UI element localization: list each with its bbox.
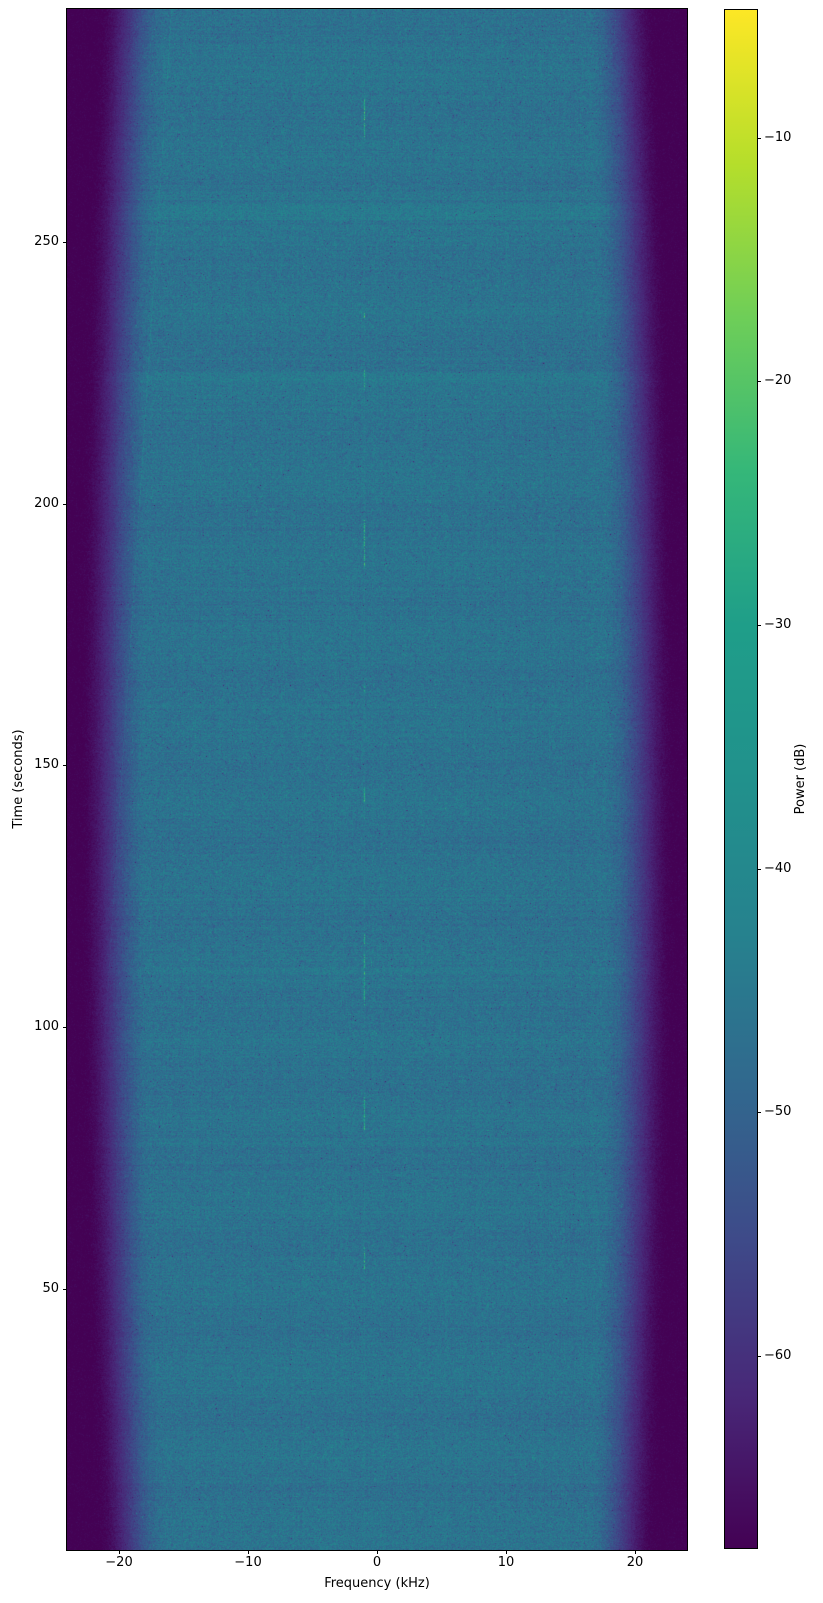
y-tick-mark	[63, 1289, 67, 1290]
x-tick-label: 0	[372, 1555, 382, 1570]
colorbar-tick-mark	[757, 1112, 761, 1113]
x-tick-mark	[248, 1550, 249, 1554]
y-tick-mark	[63, 504, 67, 505]
x-tick-label: −20	[105, 1555, 133, 1570]
colorbar-tick-label: −40	[764, 861, 792, 876]
colorbar-gradient	[725, 10, 757, 1548]
plot-area	[66, 8, 688, 1551]
colorbar-tick-label: −20	[764, 373, 792, 388]
colorbar-tick-label: −50	[764, 1104, 792, 1119]
colorbar-tick-label: −60	[764, 1348, 792, 1363]
x-axis-label: Frequency (kHz)	[324, 1576, 430, 1591]
y-tick-label: 100	[34, 1019, 59, 1034]
colorbar-tick-label: −10	[764, 130, 792, 145]
colorbar-tick-label: −30	[764, 617, 792, 632]
y-tick-label: 250	[34, 234, 59, 249]
x-tick-mark	[635, 1550, 636, 1554]
y-tick-label: 50	[42, 1281, 59, 1296]
x-tick-mark	[119, 1550, 120, 1554]
y-tick-mark	[63, 765, 67, 766]
colorbar	[724, 9, 758, 1549]
y-tick-mark	[63, 242, 67, 243]
y-axis-label: Time (seconds)	[11, 729, 26, 829]
x-tick-label: 10	[497, 1555, 515, 1570]
x-tick-mark	[377, 1550, 378, 1554]
y-tick-mark	[63, 1027, 67, 1028]
x-tick-label: −10	[234, 1555, 262, 1570]
x-tick-label: 20	[626, 1555, 644, 1570]
colorbar-tick-mark	[757, 1356, 761, 1357]
colorbar-tick-mark	[757, 381, 761, 382]
colorbar-label: Power (dB)	[793, 743, 808, 815]
colorbar-tick-mark	[757, 869, 761, 870]
spectrogram-heatmap	[67, 9, 687, 1550]
x-tick-mark	[506, 1550, 507, 1554]
y-tick-label: 200	[34, 496, 59, 511]
colorbar-tick-mark	[757, 138, 761, 139]
y-tick-label: 150	[34, 757, 59, 772]
colorbar-tick-mark	[757, 625, 761, 626]
